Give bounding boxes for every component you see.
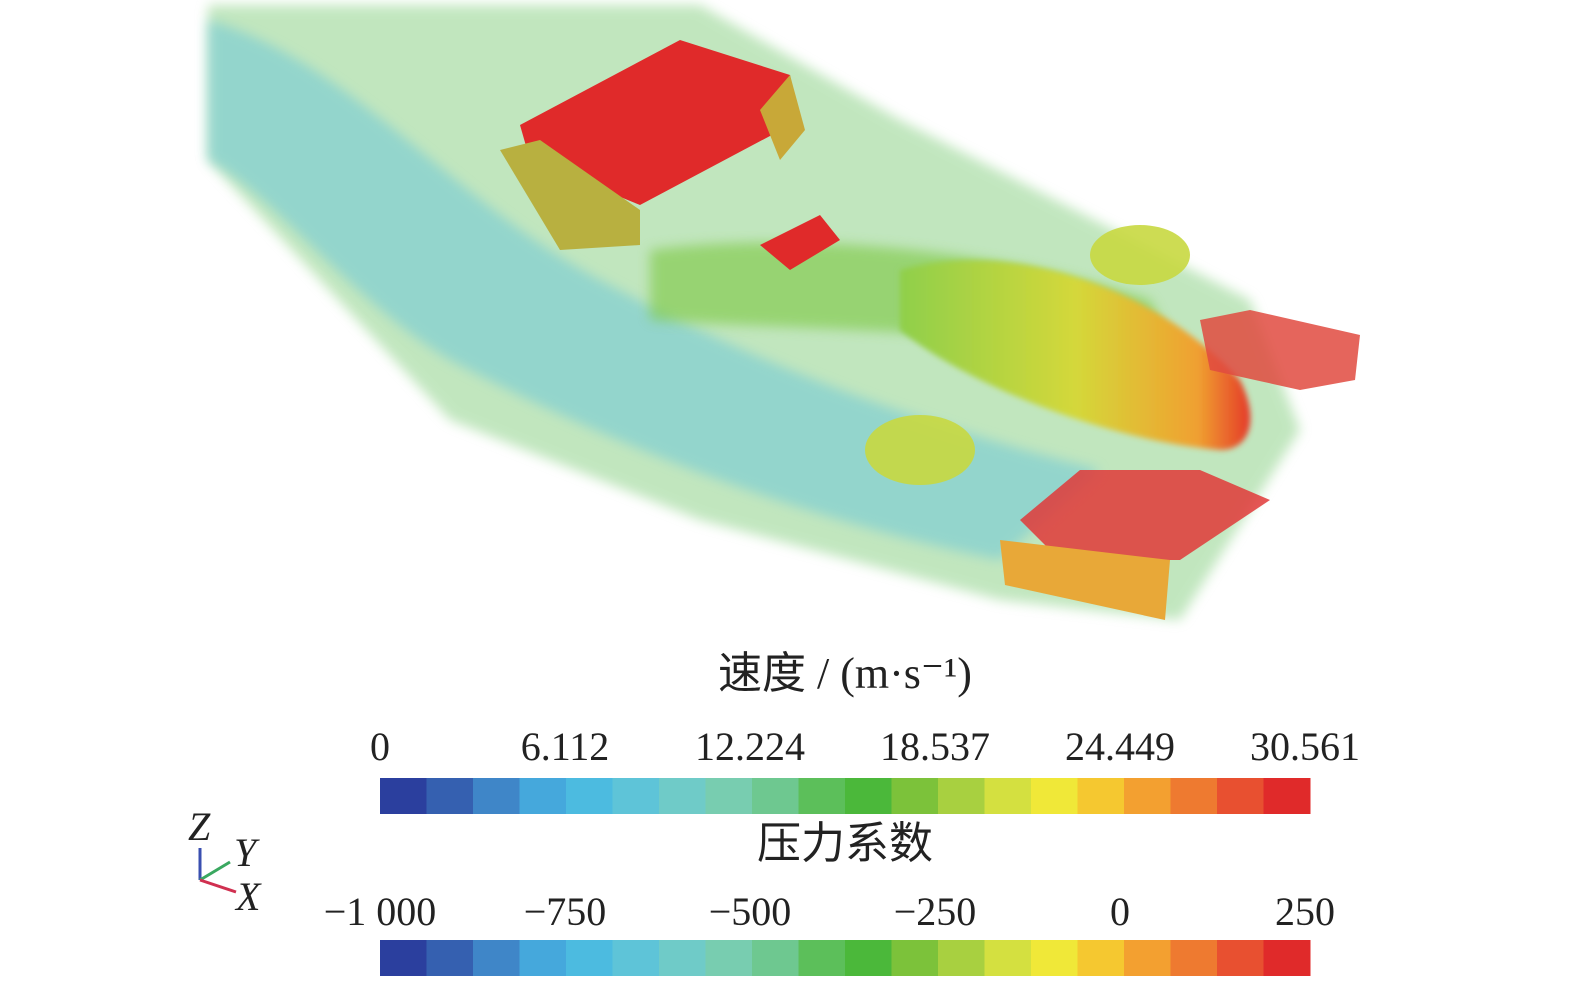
colorbar-tick-label: −250 (894, 889, 977, 934)
colorbar-tick-label: 18.537 (880, 724, 990, 769)
x-arrow (199, 878, 237, 894)
colorbar-tick-label: 12.224 (695, 724, 805, 769)
colorbar-step (566, 940, 613, 976)
colorbar-step (984, 778, 1032, 814)
colorbar-step (1170, 778, 1218, 814)
colorbar-tick-label: 250 (1275, 889, 1335, 934)
colorbar-step (1077, 778, 1125, 814)
colorbar-step (1031, 778, 1078, 814)
colorbar-tick-label: −1 000 (324, 889, 437, 934)
colorbar-step (380, 778, 427, 814)
colorbar-title: 压力系数 (757, 819, 933, 868)
colorbar-step (1124, 940, 1171, 976)
colorbar-step (612, 778, 660, 814)
colorbar-step (1124, 778, 1171, 814)
colorbar-step (891, 940, 939, 976)
colorbar-step (798, 778, 846, 814)
colorbar-tick-label: −750 (524, 889, 607, 934)
colorbars: 速度 / (m·s⁻¹) 0 6.112 12.224 18.537 24.449 30.5… (324, 649, 1360, 976)
colorbar-title: 速度 / (m·s⁻¹) (718, 649, 972, 698)
colorbar-step (519, 778, 567, 814)
colorbar-step (1031, 940, 1078, 976)
colorbar-tick-label: 0 (370, 724, 390, 769)
colorbar-step (380, 940, 427, 976)
colorbar-step (473, 778, 520, 814)
colorbar-tick-label: 24.449 (1065, 724, 1175, 769)
colorbar-step (891, 778, 939, 814)
colorbar-step (845, 778, 892, 814)
colorbar-step (1217, 940, 1264, 976)
colorbar-step (566, 778, 613, 814)
colorbar-step (659, 940, 706, 976)
y-arrow (199, 860, 231, 882)
colorbar-step (473, 940, 520, 976)
colorbar-step (519, 940, 567, 976)
colorbar-step (845, 940, 892, 976)
z-label: Z (188, 804, 211, 849)
colorbar-step (612, 940, 660, 976)
colorbar-tick-label: 30.561 (1250, 724, 1360, 769)
cfd-render (208, 5, 1360, 620)
colorbar-step (426, 940, 474, 976)
colorbar-step (1217, 778, 1264, 814)
colorbar-step (1263, 940, 1311, 976)
y-label: Y (234, 830, 260, 875)
colorbar-tick-label: 6.112 (521, 724, 610, 769)
colorbar-step (426, 778, 474, 814)
colorbar-step (1263, 778, 1311, 814)
colorbar-step (938, 940, 985, 976)
colorbar-step (984, 940, 1032, 976)
axis-triad: Z Y X (188, 804, 262, 919)
colorbar-step (798, 940, 846, 976)
colorbar-step (705, 940, 753, 976)
colorbar-step (752, 778, 799, 814)
colorbar-step (659, 778, 706, 814)
colorbar-tick-label: 0 (1110, 889, 1130, 934)
colorbar-step (938, 778, 985, 814)
colorbar-step (1077, 940, 1125, 976)
colorbar-tick-label: −500 (709, 889, 792, 934)
colorbar-step (705, 778, 753, 814)
colorbar-step (752, 940, 799, 976)
x-label: X (234, 874, 262, 919)
colorbar-step (1170, 940, 1218, 976)
